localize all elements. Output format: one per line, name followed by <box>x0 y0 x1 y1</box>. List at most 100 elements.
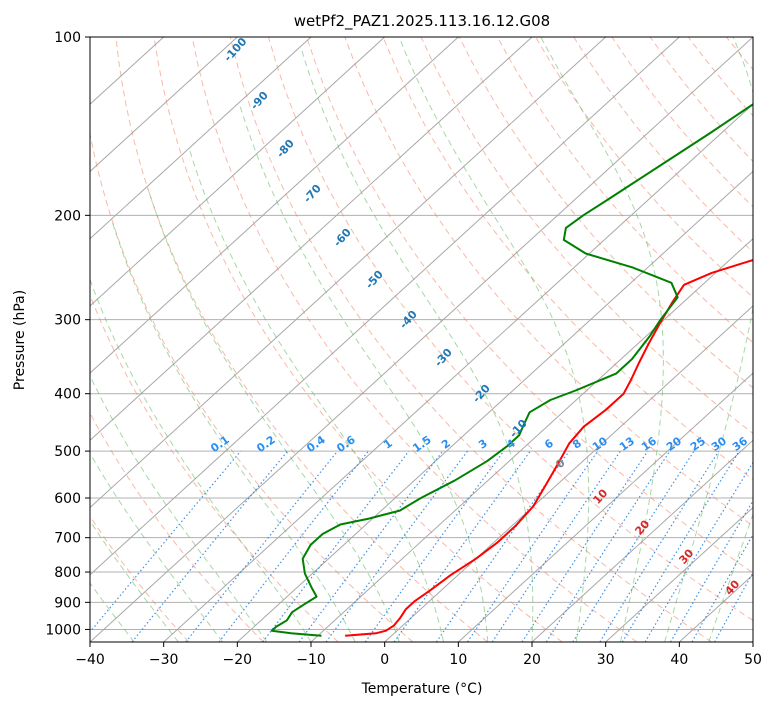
x-tick-label: −40 <box>75 652 105 668</box>
dry-adiabat-line <box>765 37 775 642</box>
mixing-ratio-label: 3 <box>476 437 490 452</box>
dry-adiabat-line <box>153 37 563 642</box>
y-tick-label: 500 <box>54 444 81 460</box>
mixing-ratio-line <box>393 450 531 642</box>
mixing-ratio-line <box>572 450 695 642</box>
moist-adiabat-line <box>301 49 534 642</box>
annotation-layer: -100-90-80-70-60-50-40-30-20-100.1 0.2 0.4… <box>208 35 750 598</box>
mixing-ratio-line <box>521 450 649 642</box>
moist-adiabat-line <box>90 278 312 642</box>
x-tick-label: 50 <box>744 652 762 668</box>
dry-adiabat-label: -50 <box>363 268 386 292</box>
dry-adiabat-line <box>90 515 190 642</box>
dry-adiabat-line <box>573 37 753 253</box>
isotherm-line <box>90 37 386 307</box>
mixing-ratio-label: 0.2 <box>254 433 277 455</box>
mixing-ratio-line <box>599 450 720 642</box>
isotherm-line <box>310 237 753 642</box>
mixing-ratio-label: 0.1 <box>208 433 231 455</box>
mixing-ratio-line <box>491 450 621 642</box>
y-tick-label: 400 <box>54 387 81 403</box>
mixing-ratio-line <box>298 450 444 642</box>
dry-adiabat-line <box>382 37 753 481</box>
mixing-ratio-line <box>364 450 505 642</box>
isotherm-line <box>90 37 753 642</box>
dry-adiabat-line <box>306 37 753 574</box>
moist-adiabat-line <box>90 519 179 642</box>
mixing-ratio-line <box>325 450 468 642</box>
dry-adiabat-line <box>115 37 488 642</box>
dry-adiabat-line <box>535 37 753 298</box>
adiabat-layer <box>90 37 775 642</box>
dry-adiabat-label: -80 <box>274 137 297 161</box>
dry-adiabat-line <box>191 37 638 642</box>
moist-adiabat-line <box>147 188 400 642</box>
moist-adiabat-line <box>540 37 664 642</box>
dry-adiabat-line <box>344 37 753 527</box>
x-tick-label: 20 <box>523 652 541 668</box>
mixing-ratio-line <box>185 450 339 642</box>
mixing-ratio-line <box>621 450 740 642</box>
moist-adiabat-line <box>111 221 356 642</box>
mixing-ratio-line <box>545 450 671 642</box>
dry-adiabat-line <box>649 37 753 163</box>
isotherm-line <box>457 372 753 642</box>
y-tick-label: 700 <box>54 531 81 547</box>
temperature-profile-line <box>345 259 753 637</box>
mixing-ratio-line <box>262 450 410 642</box>
dry-adiabat-label: -90 <box>248 89 271 113</box>
moist-adiabat-label: 10 <box>590 486 610 506</box>
y-axis: 1000 900 800 700 600 500 400 300 200 100 <box>45 30 90 638</box>
y-tick-label: 1000 <box>45 622 81 638</box>
moist-adiabat-label: 30 <box>676 546 696 566</box>
moist-adiabat-line <box>708 513 753 642</box>
mixing-ratio-line <box>435 450 570 642</box>
isotherm-line <box>90 37 459 374</box>
moist-adiabat-line <box>239 104 489 642</box>
x-tick-label: 40 <box>670 652 688 668</box>
x-tick-label: −30 <box>149 652 179 668</box>
y-axis-label: Pressure (hPa) <box>12 290 28 390</box>
isotherm-line <box>752 641 753 642</box>
dry-adiabat-label: -20 <box>470 382 493 406</box>
dry-adiabat-line <box>268 37 753 622</box>
y-tick-label: 100 <box>54 30 81 46</box>
x-tick-label: 0 <box>380 652 389 668</box>
isotherm-line <box>90 37 533 442</box>
y-tick-label: 800 <box>54 565 81 581</box>
y-tick-label: 300 <box>54 313 81 329</box>
moist-adiabat-line <box>664 37 753 642</box>
x-tick-label: 30 <box>597 652 615 668</box>
isotherm-line <box>236 170 753 642</box>
moist-adiabat-line <box>90 374 268 642</box>
dry-adiabat-line <box>420 37 753 435</box>
isotherm-line <box>163 103 753 642</box>
mixing-ratio-label: 6 <box>542 436 556 451</box>
isotherm-line <box>90 37 680 576</box>
dry-adiabat-line <box>90 131 414 642</box>
series-layer <box>270 103 753 637</box>
isotherm-line <box>531 439 753 642</box>
moist-adiabat-line <box>189 149 445 642</box>
dry-adiabat-label: -40 <box>397 308 420 332</box>
isotherm-line <box>605 506 753 642</box>
mixing-ratio-label: 0.4 <box>304 433 328 455</box>
dry-adiabat-line <box>611 37 753 208</box>
dry-adiabat-line <box>687 37 753 117</box>
mixing-ratio-label: 2 <box>439 437 453 452</box>
x-axis: −40 −30 −20 −10 0 10 20 30 40 50 <box>75 642 762 668</box>
moist-adiabat-line <box>90 452 224 642</box>
dewpoint-profile-line <box>270 103 753 637</box>
grid-layer <box>90 37 753 642</box>
mixing-ratio-line <box>131 450 289 642</box>
x-tick-label: −20 <box>223 652 253 668</box>
mixing-ratio-label: 1 <box>381 437 395 452</box>
y-tick-label: 200 <box>54 208 81 224</box>
isotherm-line <box>384 305 753 642</box>
mixing-ratio-line <box>714 571 753 642</box>
dry-adiabat-line <box>229 37 712 642</box>
dry-adiabat-line <box>496 37 753 344</box>
chart-title: wetPf2_PAZ1.2025.113.16.12.G08 <box>294 12 550 31</box>
y-tick-label: 600 <box>54 491 81 507</box>
